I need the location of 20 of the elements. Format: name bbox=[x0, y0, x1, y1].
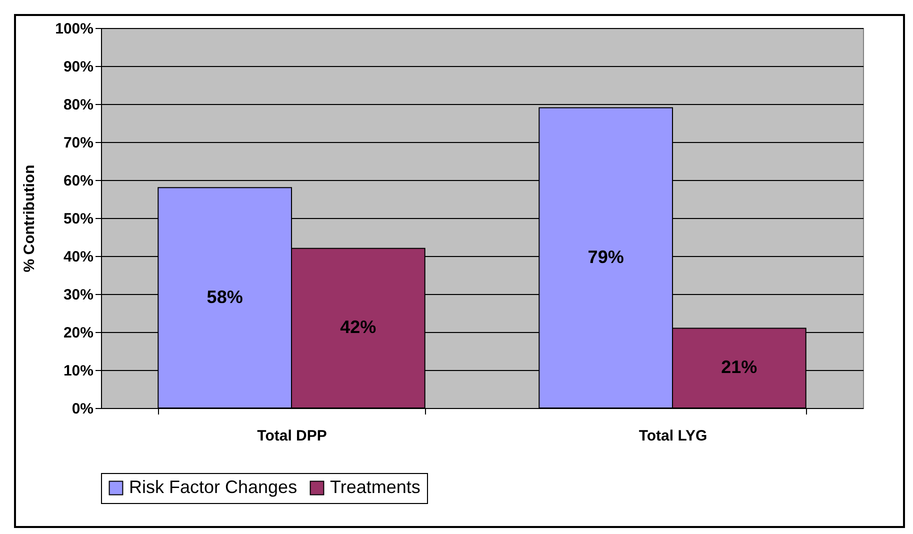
x-tick-label: Total DPP bbox=[257, 428, 327, 444]
data-label: 79% bbox=[588, 246, 624, 267]
data-label: 21% bbox=[721, 357, 758, 378]
y-tick-label: 30% bbox=[63, 286, 94, 304]
y-tick-label: 20% bbox=[63, 324, 94, 342]
y-axis-title: % Contribution bbox=[21, 164, 38, 272]
y-tick-label: 90% bbox=[63, 58, 94, 76]
y-tick-label: 10% bbox=[63, 362, 94, 380]
y-tick-label: 50% bbox=[63, 210, 94, 228]
x-tick-label: Total LYG bbox=[638, 428, 708, 444]
y-tick-label: 40% bbox=[63, 248, 94, 266]
data-label: 58% bbox=[206, 286, 243, 307]
y-tick-label: 100% bbox=[55, 20, 94, 38]
y-tick-label: 70% bbox=[63, 134, 94, 152]
y-tick-label: 60% bbox=[63, 172, 94, 190]
y-tick-label: 80% bbox=[63, 96, 94, 114]
legend-label: Treatments bbox=[330, 477, 420, 497]
legend-label: Risk Factor Changes bbox=[129, 477, 298, 497]
data-label: 42% bbox=[340, 317, 376, 338]
y-tick-label: 0% bbox=[72, 400, 94, 418]
